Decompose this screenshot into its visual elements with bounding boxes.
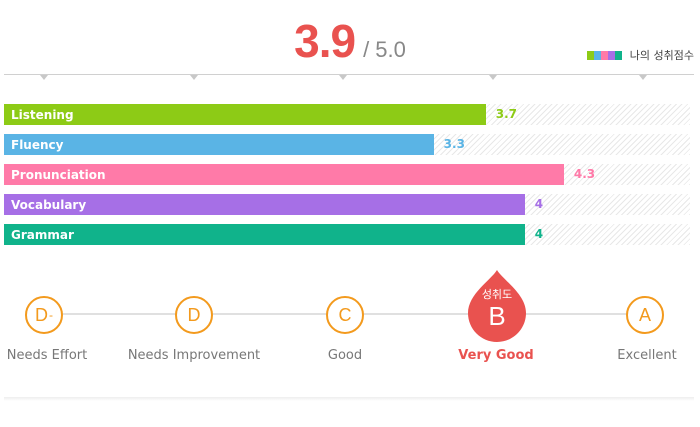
axis-tick — [639, 75, 647, 80]
axis-tick — [339, 75, 347, 80]
grade-circle-c: C — [326, 296, 364, 334]
legend-swatch-4 — [614, 50, 622, 60]
bar-label: Grammar — [11, 227, 74, 242]
legend-swatch-3 — [607, 50, 615, 60]
grade-circle-a: A — [626, 296, 664, 334]
bar-grammar: Grammar — [4, 224, 525, 245]
legend-swatch-1 — [593, 50, 601, 60]
bar-label: Pronunciation — [11, 167, 106, 182]
grade-name: Excellent — [617, 348, 677, 363]
bar-row-pronunciation: Pronunciation 4.3 — [4, 164, 690, 185]
axis-tick — [40, 75, 48, 80]
bar-value-label: 4.3 — [573, 167, 596, 181]
active-grade-drop-icon — [468, 270, 526, 342]
active-grade-caption: 성취도 — [481, 288, 513, 301]
bar-listening: Listening — [4, 104, 486, 125]
grade-letter: D — [187, 304, 201, 325]
grade-letter: A — [638, 304, 651, 325]
section-divider — [4, 397, 694, 401]
grade-name: Good — [327, 348, 363, 363]
bar-row-grammar: Grammar 4 — [4, 224, 690, 245]
axis-tick — [489, 75, 497, 80]
grade-name: Needs Effort — [6, 348, 88, 363]
grade-circle-d-minus: D- — [25, 296, 63, 334]
legend-label: 나의 성취점수 — [629, 49, 694, 62]
scale-axis — [4, 74, 694, 75]
bar-row-fluency: Fluency 3.3 — [4, 134, 690, 155]
bar-fluency: Fluency — [4, 134, 434, 155]
grade-name: Very Good — [458, 348, 534, 363]
bar-value-label: 3.3 — [443, 137, 465, 151]
bar-row-listening: Listening 3.7 — [4, 104, 690, 125]
bar-value-label: 4 — [534, 197, 544, 211]
bar-label: Listening — [11, 107, 74, 122]
axis-tick — [190, 75, 198, 80]
bar-value-label: 4 — [534, 227, 544, 241]
bar-label: Vocabulary — [11, 197, 87, 212]
overall-score: 3.9 — [294, 15, 356, 67]
bar-row-vocabulary: Vocabulary 4 — [4, 194, 690, 215]
legend-swatch-2 — [600, 50, 608, 60]
score-summary: 3.9 / 5.0 — [0, 14, 700, 68]
legend: 나의 성취점수 — [586, 47, 694, 63]
grade-circle-d: D — [175, 296, 213, 334]
grade-letter: C — [338, 304, 352, 325]
legend-color-swatch — [586, 50, 622, 60]
legend-swatch-0 — [586, 50, 594, 60]
bar-label: Fluency — [11, 137, 64, 152]
active-grade-letter: B — [488, 301, 506, 331]
grade-name: Needs Improvement — [127, 348, 261, 363]
grade-letter: D — [35, 304, 48, 325]
max-score: / 5.0 — [363, 37, 406, 62]
bar-value-label: 3.7 — [495, 107, 518, 121]
bar-vocabulary: Vocabulary — [4, 194, 525, 215]
bar-pronunciation: Pronunciation — [4, 164, 564, 185]
